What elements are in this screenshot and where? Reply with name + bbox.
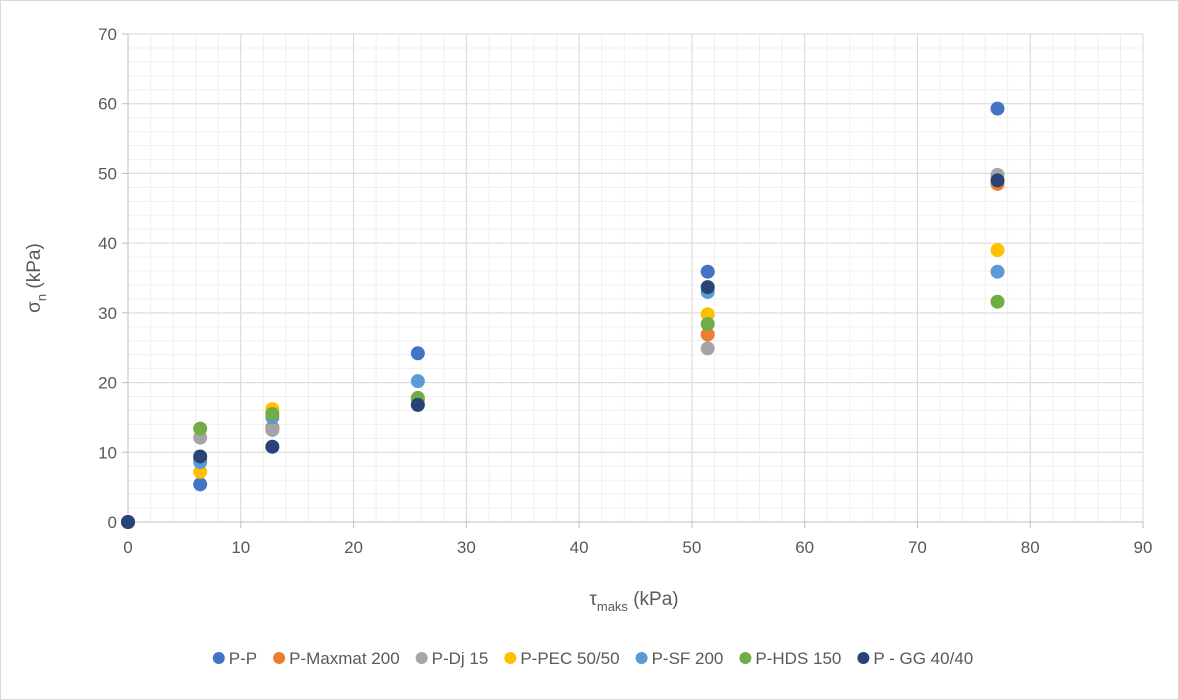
x-axis-title: τmaks (kPa): [589, 589, 678, 614]
data-point: [193, 477, 208, 492]
legend-label: P-Dj 15: [432, 649, 489, 668]
legend-item: P-PEC 50/50: [504, 649, 620, 668]
data-point: [265, 422, 280, 437]
data-point: [410, 397, 425, 412]
y-tick-label: 40: [98, 234, 117, 253]
x-tick-label: 40: [570, 538, 589, 557]
data-point: [700, 317, 715, 332]
data-point: [990, 243, 1005, 258]
y-axis-title: σn (kPa): [24, 243, 49, 313]
data-point: [990, 294, 1005, 309]
data-point: [265, 439, 280, 454]
legend-item: P-Dj 15: [415, 649, 489, 668]
data-point: [990, 264, 1005, 279]
legend-label: P-Maxmat 200: [289, 649, 400, 668]
legend-label: P-P: [229, 649, 257, 668]
legend: P-P P-Maxmat 200 P-Dj 15 P-PEC 50/50 P-SF 20…: [212, 649, 973, 668]
x-axis-title-tail: (kPa): [628, 589, 679, 610]
legend-label: P - GG 40/40: [873, 649, 973, 668]
x-tick-label: 10: [231, 538, 250, 557]
x-tick-label: 0: [123, 538, 132, 557]
data-point: [700, 327, 715, 342]
x-axis-title-sub: maks: [597, 599, 629, 614]
legend-label: P-PEC 50/50: [520, 649, 619, 668]
data-point: [193, 449, 208, 464]
x-tick-label: 70: [908, 538, 927, 557]
x-tick-label: 80: [1021, 538, 1040, 557]
legend-marker: [212, 652, 225, 664]
y-axis-title-tail: (kPa): [24, 243, 45, 294]
y-tick-label: 20: [98, 374, 117, 393]
data-point: [410, 374, 425, 389]
data-point: [121, 515, 135, 529]
x-tick-label: 20: [344, 538, 363, 557]
series-p-gg-40-40: [121, 173, 1005, 529]
legend-marker: [504, 652, 517, 664]
y-tick-label: 50: [98, 164, 117, 183]
axes: [122, 33, 1144, 528]
data-point: [700, 307, 715, 322]
data-point: [193, 464, 208, 479]
x-tick-label: 50: [682, 538, 701, 557]
y-tick-label: 10: [98, 443, 117, 462]
legend-label: P-SF 200: [652, 649, 724, 668]
y-axis-title-main: σ: [24, 301, 45, 313]
x-axis-title-main: τ: [589, 589, 597, 610]
legend-marker: [415, 652, 428, 664]
data-point: [700, 280, 715, 295]
data-point: [990, 101, 1005, 116]
y-tick-label: 60: [98, 95, 117, 114]
data-point: [700, 341, 715, 356]
y-axis-title-sub: n: [34, 294, 49, 301]
y-tick-label: 70: [98, 25, 117, 44]
y-tick-label: 0: [108, 513, 117, 532]
x-tick-label: 90: [1134, 538, 1153, 557]
y-tick-label: 30: [98, 304, 117, 323]
legend-item: P-P: [212, 649, 257, 668]
data-points: [121, 101, 1005, 529]
legend-item: P - GG 40/40: [857, 649, 973, 668]
data-point: [700, 264, 715, 279]
data-point: [410, 346, 425, 361]
data-point: [990, 173, 1005, 188]
legend-label: P-HDS 150: [755, 649, 841, 668]
x-tick-labels: 0 10 20 30 40 50 60 70 80 90: [123, 538, 1152, 557]
data-point: [265, 406, 280, 421]
x-tick-label: 30: [457, 538, 476, 557]
legend-marker: [635, 652, 648, 664]
x-tick-label: 60: [795, 538, 814, 557]
data-point: [193, 421, 208, 436]
y-tick-labels: 0 10 20 30 40 50 60 70: [98, 25, 117, 532]
legend-marker: [273, 652, 286, 664]
legend-marker: [857, 652, 870, 664]
legend-marker: [739, 652, 752, 664]
legend-item: P-SF 200: [635, 649, 724, 668]
legend-item: P-HDS 150: [739, 649, 841, 668]
major-gridlines: [127, 33, 1144, 523]
legend-item: P-Maxmat 200: [273, 649, 400, 668]
